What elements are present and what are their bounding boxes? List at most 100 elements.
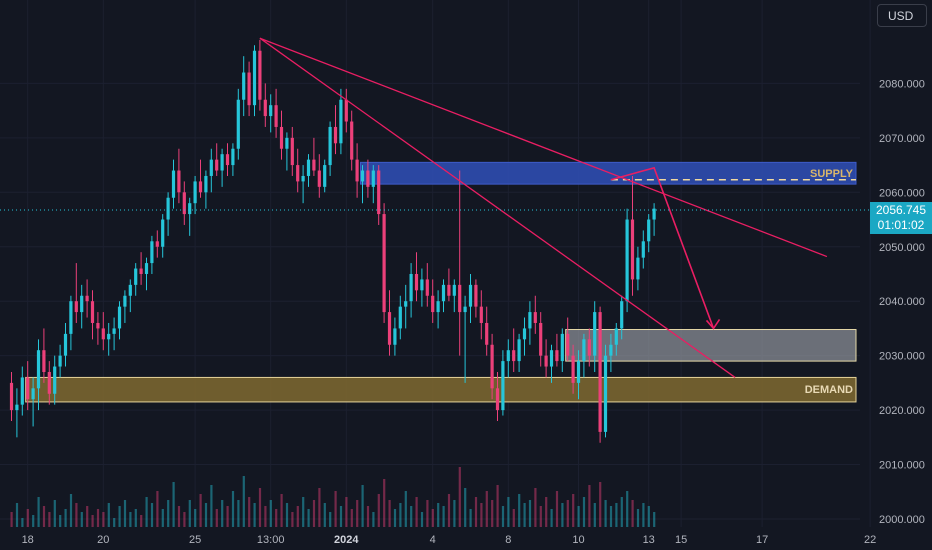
candle	[576, 361, 581, 383]
volume-bar	[447, 494, 451, 527]
candle	[447, 284, 451, 296]
volume-layer	[10, 467, 656, 527]
trendline-2	[259, 37, 736, 378]
candle	[117, 306, 122, 329]
volume-bar	[167, 500, 170, 527]
candle	[225, 154, 230, 166]
volume-bar	[258, 488, 262, 527]
price-tick: 2000.000	[879, 514, 925, 526]
trendline-1	[259, 37, 828, 258]
candle	[182, 192, 186, 215]
volume-bar	[636, 509, 640, 527]
volume-bar	[140, 515, 143, 527]
volume-bar	[183, 512, 186, 527]
volume-bar	[134, 509, 137, 527]
candle	[544, 355, 548, 367]
volume-bar	[345, 497, 348, 527]
volume-bar	[420, 512, 424, 527]
candle	[539, 322, 543, 356]
candle	[506, 350, 510, 362]
candle	[495, 388, 500, 411]
volume-bar	[653, 512, 656, 527]
time-tick: 20	[97, 534, 109, 546]
candle	[236, 99, 240, 149]
volume-bar	[59, 515, 62, 527]
price-axis[interactable]: 2000.000 2010.000 2020.000 2030.000 2040.000…	[879, 78, 925, 526]
drawings-layer	[0, 37, 870, 378]
volume-bar	[107, 503, 110, 527]
candle	[285, 137, 289, 149]
volume-bar	[96, 509, 100, 527]
volume-bar	[231, 491, 235, 527]
volume-bar	[291, 512, 294, 527]
candle	[69, 301, 73, 334]
volume-bar	[334, 491, 337, 527]
time-tick: 25	[189, 534, 201, 546]
time-axis[interactable]: 18 20 25 13:00 2024 4 8 10 13 15 17 22	[0, 527, 876, 550]
volume-bar	[264, 506, 267, 527]
candles-layer	[9, 39, 656, 443]
candle	[517, 339, 521, 362]
volume-bar	[86, 506, 89, 527]
candle	[323, 165, 327, 187]
volume-bar	[383, 479, 386, 527]
volume-bar	[642, 503, 645, 527]
candle	[252, 50, 257, 106]
volume-bar	[458, 467, 461, 527]
candle	[101, 328, 105, 340]
volume-bar	[226, 506, 229, 527]
volume-bar	[10, 512, 13, 527]
candle	[387, 312, 392, 345]
candle	[123, 295, 127, 307]
price-tick: 2070.000	[879, 133, 925, 145]
candle	[242, 72, 246, 100]
time-tick: 8	[505, 534, 511, 546]
candle	[26, 377, 30, 400]
volume-bar	[37, 497, 40, 527]
volume-bar	[42, 506, 46, 527]
currency-button[interactable]: USD	[877, 4, 927, 27]
volume-bar	[172, 482, 175, 527]
volume-bar	[118, 506, 121, 527]
candle	[436, 301, 440, 313]
time-tick: 18	[22, 534, 34, 546]
volume-bar	[194, 509, 197, 527]
volume-bar	[275, 509, 278, 527]
candle	[209, 159, 213, 176]
volume-bar	[512, 509, 515, 527]
volume-bar	[356, 500, 359, 527]
candle	[522, 328, 527, 340]
candle	[630, 219, 635, 280]
volume-bar	[615, 503, 618, 527]
volume-bar	[302, 497, 305, 527]
candle	[204, 175, 208, 193]
candle	[377, 170, 381, 215]
volume-bar	[626, 491, 629, 527]
volume-bar	[604, 500, 607, 527]
price-tick: 2010.000	[879, 460, 925, 472]
volume-bar	[528, 500, 532, 527]
volume-bar	[555, 491, 559, 527]
volume-bar	[102, 512, 105, 527]
candle	[587, 339, 591, 356]
candle	[20, 377, 24, 405]
candle	[431, 295, 435, 313]
projection-arrow	[610, 166, 715, 329]
candle	[603, 355, 608, 432]
zones-layer	[25, 161, 857, 403]
volume-bar	[404, 491, 407, 527]
candle	[306, 159, 311, 176]
candle	[290, 137, 294, 166]
volume-bar	[620, 497, 623, 527]
volume-bar	[318, 488, 321, 527]
price-tick: 2020.000	[879, 405, 925, 417]
volume-bar	[523, 503, 526, 527]
candle	[15, 404, 19, 411]
volume-bar	[80, 512, 83, 527]
volume-bar	[48, 512, 51, 527]
volume-bar	[161, 509, 164, 527]
candle	[177, 170, 181, 193]
time-tick: 13:00	[257, 534, 285, 546]
candle	[74, 301, 78, 313]
